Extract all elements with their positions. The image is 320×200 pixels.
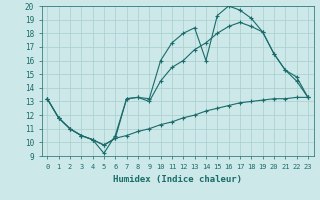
X-axis label: Humidex (Indice chaleur): Humidex (Indice chaleur) xyxy=(113,175,242,184)
